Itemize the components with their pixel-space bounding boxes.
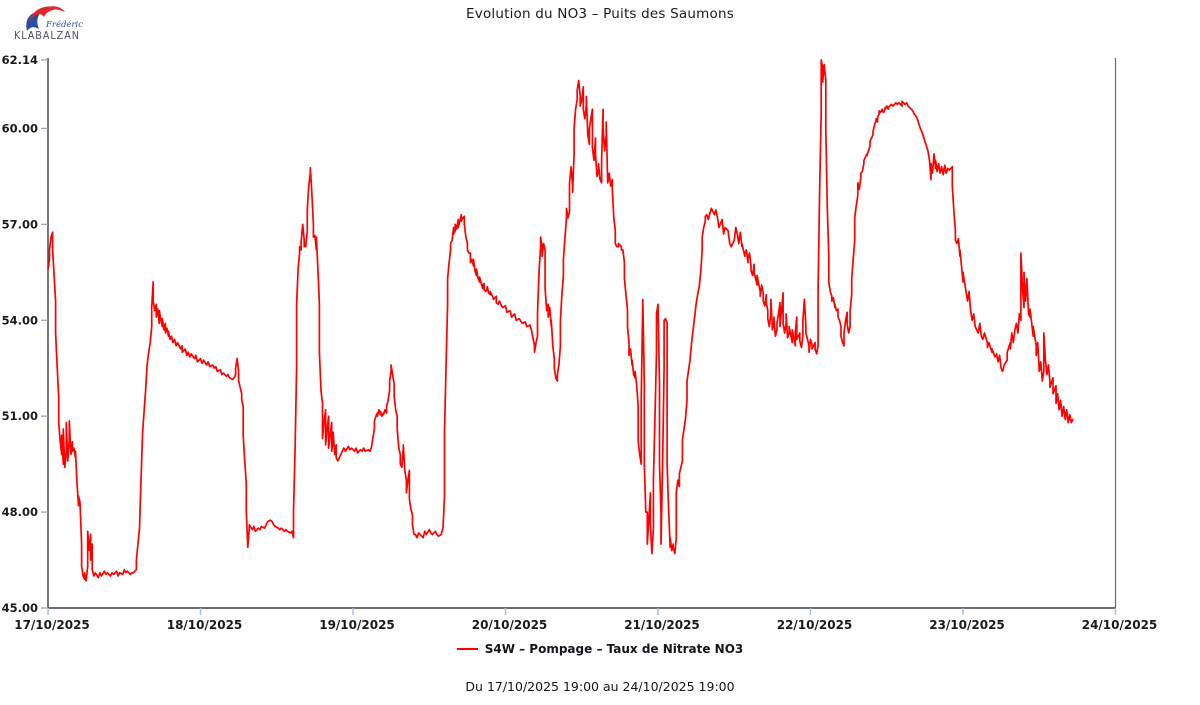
y-tick-label: 60.00 xyxy=(2,121,38,135)
y-tick-label: 45.00 xyxy=(2,601,38,615)
page-title: Evolution du NO3 – Puits des Saumons xyxy=(466,6,734,22)
x-tick-label: 23/10/2025 xyxy=(929,618,1005,632)
x-tick-label: 21/10/2025 xyxy=(624,618,700,632)
y-tick-label: 51.00 xyxy=(2,409,38,423)
x-tick-label: 24/10/2025 xyxy=(1082,618,1158,632)
legend: S4W – Pompage – Taux de Nitrate NO3 xyxy=(0,641,1200,657)
y-tick-label: 57.00 xyxy=(2,217,38,231)
no3-series-line xyxy=(47,59,1074,582)
x-tick-label: 20/10/2025 xyxy=(472,618,548,632)
x-tick-label: 17/10/2025 xyxy=(14,618,90,632)
brand-logo: Frédéric KLABALZAN xyxy=(12,3,122,49)
x-tick-label: 22/10/2025 xyxy=(777,618,853,632)
logo-brand-first-name: Frédéric xyxy=(46,20,84,30)
line-chart: 45.00 48.00 51.00 54.00 57.00 60.00 62.14 17/10… xyxy=(2,53,1158,632)
x-tick-label: 18/10/2025 xyxy=(167,618,243,632)
y-tick-label: 54.00 xyxy=(2,313,38,327)
legend-line-swatch xyxy=(456,648,478,650)
x-tick-label: 19/10/2025 xyxy=(319,618,395,632)
legend-series-label: S4W – Pompage – Taux de Nitrate NO3 xyxy=(484,642,744,656)
y-tick-label: 62.14 xyxy=(2,53,38,67)
logo-swoosh-icon xyxy=(26,6,65,31)
logo-brand-last-name: KLABALZAN xyxy=(14,30,80,42)
y-tick-label: 48.00 xyxy=(2,505,38,519)
date-range-caption: Du 17/10/2025 19:00 au 24/10/2025 19:00 xyxy=(465,679,735,694)
